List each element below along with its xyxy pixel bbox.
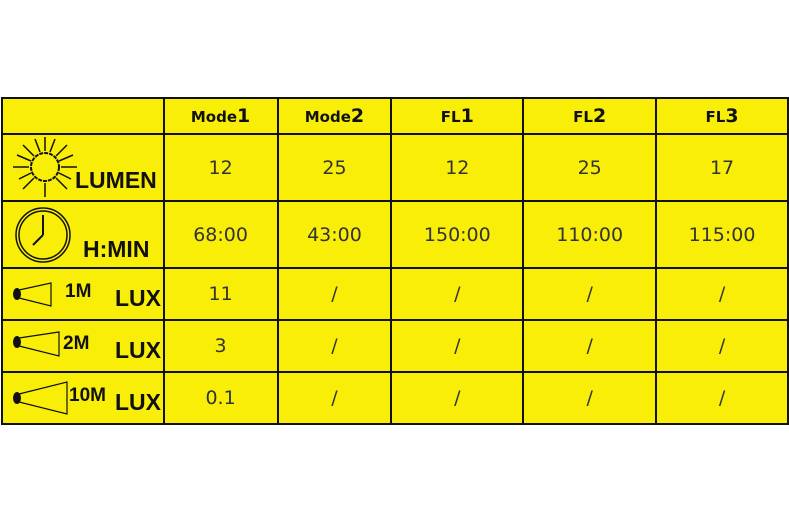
cell: 0.1: [162, 371, 279, 425]
cell: 43:00: [276, 200, 393, 269]
row-lux-10m: 10M LUX 0.1// / /: [1, 371, 789, 425]
label-lumen: LUMEN: [1, 133, 165, 202]
runtime-label: H:MIN: [83, 236, 150, 262]
clock-icon: [15, 207, 71, 263]
row-runtime: H:MIN 68:00 43:00 150:00 110:00 115:00: [1, 200, 789, 269]
header-text: Mode: [190, 108, 238, 126]
label-lux-1m: 1M LUX: [1, 267, 165, 321]
header-text: FL: [573, 108, 593, 126]
cell: 110:00: [522, 200, 658, 269]
lux-label: LUX: [115, 389, 161, 415]
cell: /: [390, 319, 525, 373]
cell: 25: [276, 133, 393, 202]
cell: /: [390, 267, 525, 321]
cell: /: [276, 371, 393, 425]
distance-label: 2M: [63, 333, 90, 354]
header-num: 2: [592, 105, 607, 127]
cell: 68:00: [162, 200, 279, 269]
header-fl2: FL2: [522, 97, 658, 135]
flashlight-beam-icon: [13, 331, 60, 357]
header-fl3: FL3: [655, 97, 789, 135]
corner-cell: [1, 97, 165, 135]
header-row: Mode1 Mode2 FL1 FL2 FL3: [1, 97, 789, 135]
cell: /: [655, 267, 789, 321]
cell: /: [522, 319, 658, 373]
distance-label: 1M: [65, 281, 92, 302]
header-text: FL: [705, 108, 726, 126]
header-text: FL: [440, 108, 461, 126]
cell: 150:00: [390, 200, 525, 269]
cell: 12: [162, 133, 279, 202]
sun-icon: [13, 137, 77, 197]
cell: 3: [162, 319, 279, 373]
header-fl1: FL1: [390, 97, 525, 135]
header-mode2: Mode2: [276, 97, 393, 135]
header-text: Mode: [304, 108, 351, 126]
row-lux-2m: 2M LUX 3// / /: [1, 319, 789, 373]
row-lumen: LUMEN 12 25 12 25 17: [1, 133, 789, 202]
distance-label: 10M: [69, 385, 106, 406]
cell: 25: [522, 133, 658, 202]
label-lux-2m: 2M LUX: [1, 319, 165, 373]
label-runtime: H:MIN: [1, 200, 165, 269]
cell: /: [390, 371, 525, 425]
row-lux-1m: 1M LUX 11// / /: [1, 267, 789, 321]
cell: 11: [162, 267, 279, 321]
lux-label: LUX: [115, 337, 161, 363]
cell: 12: [390, 133, 525, 202]
header-num: 3: [725, 105, 739, 127]
header-mode1: Mode1: [162, 97, 279, 135]
lumen-label: LUMEN: [75, 167, 157, 193]
cell: 115:00: [655, 200, 789, 269]
flashlight-beam-icon: [13, 282, 52, 307]
cell: /: [522, 267, 658, 321]
cell: /: [276, 267, 393, 321]
lux-label: LUX: [115, 285, 161, 311]
cell: /: [655, 371, 789, 425]
cell: /: [655, 319, 789, 373]
flashlight-beam-icon: [13, 381, 68, 415]
header-num: 1: [460, 105, 474, 127]
label-lux-10m: 10M LUX: [1, 371, 165, 425]
cell: 17: [655, 133, 789, 202]
specs-table: Mode1 Mode2 FL1 FL2 FL3 LUMEN 12 25 12 25 17…: [1, 97, 789, 425]
cell: /: [522, 371, 658, 425]
header-num: 1: [237, 105, 251, 127]
header-num: 2: [350, 105, 365, 127]
cell: /: [276, 319, 393, 373]
